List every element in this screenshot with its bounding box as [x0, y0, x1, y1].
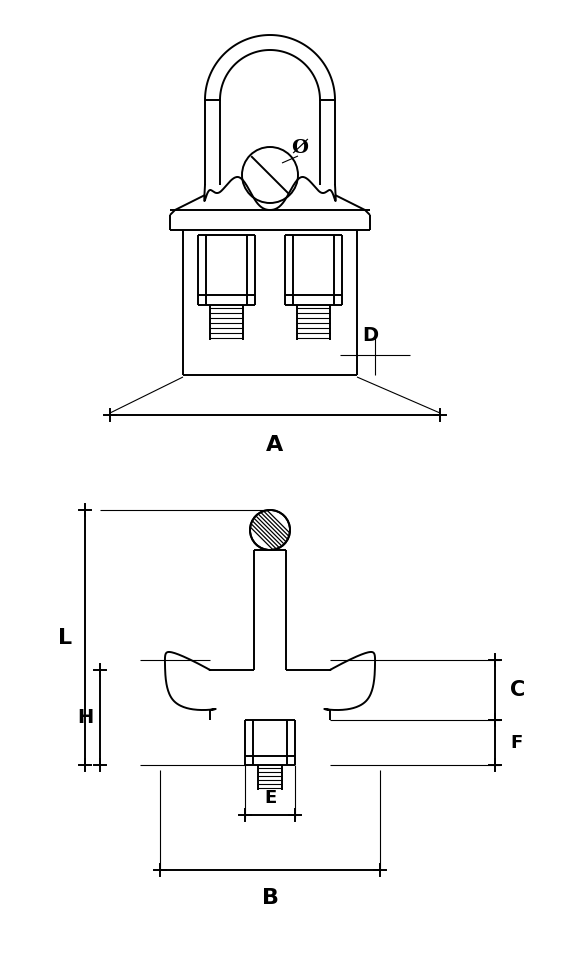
Text: B: B	[262, 888, 278, 908]
Text: H: H	[77, 708, 93, 727]
Text: Ø: Ø	[292, 139, 309, 157]
Text: E: E	[264, 789, 276, 807]
Circle shape	[250, 510, 290, 550]
Text: C: C	[510, 680, 525, 700]
Text: D: D	[362, 326, 378, 345]
Text: F: F	[510, 733, 522, 752]
Text: L: L	[58, 627, 72, 648]
Text: A: A	[266, 435, 284, 455]
